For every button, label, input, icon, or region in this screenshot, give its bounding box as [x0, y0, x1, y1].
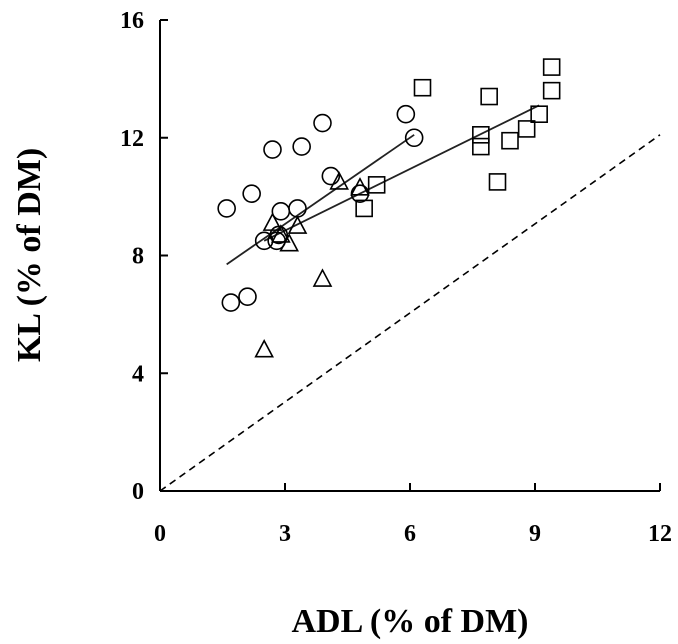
data-point-triangle [329, 171, 349, 190]
y-axis-title: KL (% of DM) [11, 148, 48, 362]
fit-line-layer [226, 104, 540, 266]
fit-line-2 [263, 104, 540, 242]
data-point-triangle [271, 224, 291, 243]
data-point-triangle [254, 338, 274, 358]
fit-line-1 [226, 134, 415, 266]
y-tick-label: 12 [120, 126, 144, 152]
y-tick-label: 0 [132, 479, 144, 505]
data-point-square [472, 137, 490, 156]
data-point-circle [396, 104, 416, 124]
x-tick-label: 12 [648, 521, 672, 547]
x-tick-label: 9 [529, 521, 541, 547]
data-point-square [480, 87, 498, 106]
data-point-circle [292, 137, 311, 156]
data-point-circle [321, 166, 341, 186]
data-point-triangle [279, 233, 299, 252]
y-tick-label: 4 [132, 361, 144, 387]
data-point-triangle [312, 268, 333, 287]
data-point-square [542, 58, 561, 76]
data-point-circle [263, 140, 282, 159]
y-tick-label: 16 [120, 8, 144, 34]
x-tick-label: 6 [404, 521, 416, 547]
reference-line-dashed [159, 134, 661, 492]
data-point-square [472, 126, 490, 144]
data-point-layer [217, 58, 561, 358]
data-point-square [542, 81, 561, 100]
x-axis-title: ADL (% of DM) [291, 603, 528, 640]
data-point-circle [238, 287, 257, 307]
data-point-square [355, 199, 373, 218]
x-tick-label: 0 [154, 521, 166, 547]
y-tick-label: 8 [132, 244, 144, 270]
tick-layer: 0 3 6 9 12 0 4 8 12 16 [120, 8, 672, 547]
data-point-circle [404, 128, 424, 148]
data-point-square [367, 176, 386, 194]
data-point-triangle [287, 215, 308, 234]
axes [159, 20, 660, 492]
data-point-square [517, 120, 536, 138]
x-tick-label: 3 [279, 521, 291, 547]
data-point-square [501, 131, 519, 150]
data-point-circle [242, 184, 261, 203]
data-point-circle [221, 293, 241, 312]
data-point-circle [217, 199, 236, 218]
data-point-square [413, 78, 432, 97]
data-point-triangle [262, 212, 283, 231]
data-point-square [488, 173, 507, 191]
data-point-triangle [350, 177, 370, 196]
data-point-circle [313, 113, 332, 133]
reference-line-layer [159, 134, 661, 492]
data-point-square [530, 105, 548, 123]
